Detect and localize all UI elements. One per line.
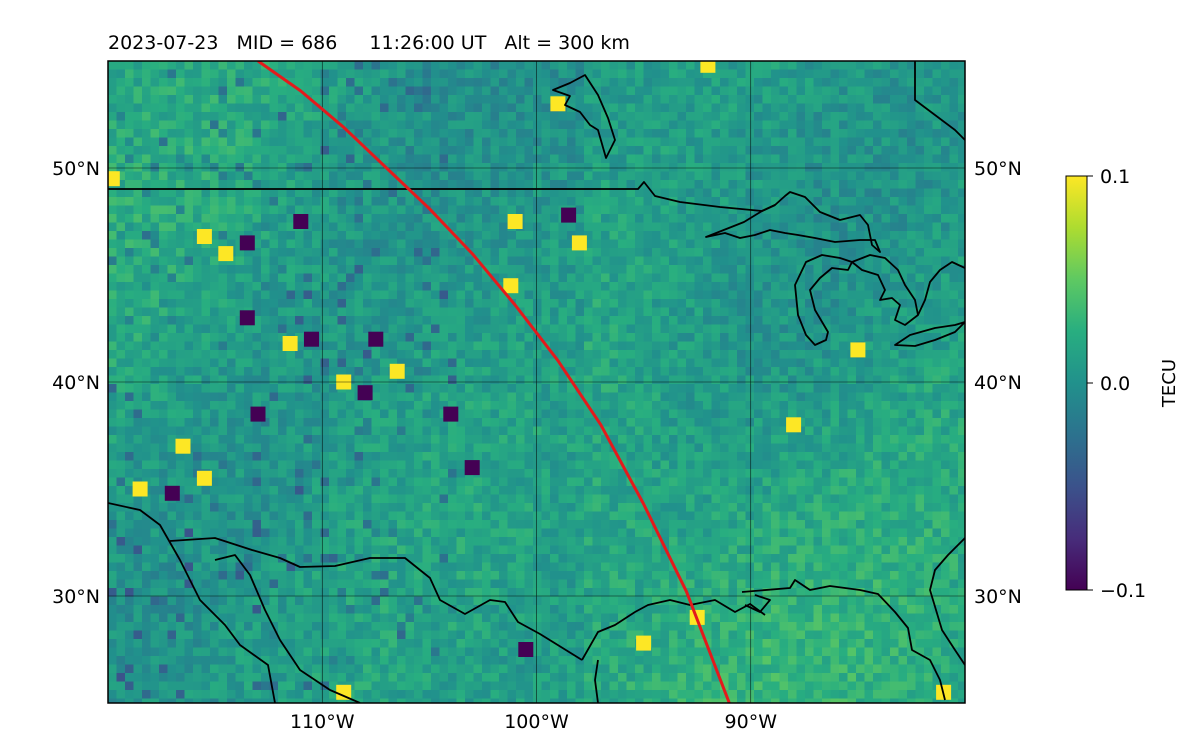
- baja-peninsula: [214, 554, 361, 703]
- latitude-labels-right: 50°N 40°N 30°N: [974, 158, 1022, 608]
- negative-anomaly: [443, 406, 459, 422]
- gulf-coast: [581, 599, 766, 661]
- positive-anomaly: [336, 684, 352, 700]
- latitude-tick-label: 30°N: [974, 586, 1022, 608]
- colorbar-tick-label: 0.1: [1100, 166, 1130, 188]
- tec-heatmap: [108, 61, 965, 703]
- positive-anomaly: [218, 246, 234, 262]
- colorbar-tick-label: −0.1: [1100, 580, 1146, 602]
- atlantic-coast: [929, 537, 965, 666]
- positive-anomaly: [850, 342, 866, 358]
- mississippi-delta: [744, 594, 771, 613]
- negative-anomaly: [368, 331, 384, 347]
- positive-anomaly: [282, 336, 298, 351]
- lake-huron: [851, 254, 919, 326]
- latitude-labels-left: 50°N 40°N 30°N: [52, 158, 100, 608]
- hudson-bay-coast: [552, 74, 616, 159]
- longitude-tick-label: 110°W: [290, 711, 355, 733]
- negative-anomaly: [357, 385, 373, 401]
- negative-anomaly: [239, 235, 255, 251]
- positive-anomaly: [503, 278, 519, 294]
- latitude-tick-label: 50°N: [974, 158, 1022, 180]
- latitude-tick-label: 50°N: [52, 158, 100, 180]
- colorbar: 0.1 0.0 −0.1 TECU: [1065, 166, 1180, 602]
- map-frame: [107, 60, 966, 704]
- negative-anomaly: [518, 642, 534, 657]
- mexico-east-coast: [594, 659, 599, 703]
- positive-anomaly: [132, 481, 148, 497]
- negative-anomaly: [164, 485, 180, 501]
- title-altitude: Alt = 300 km: [504, 32, 630, 54]
- lake-michigan: [794, 254, 853, 346]
- positive-anomaly: [571, 235, 587, 251]
- gulf-coast-east: [741, 579, 946, 701]
- positive-anomaly: [108, 171, 120, 187]
- title-date: 2023-07-23: [108, 32, 218, 54]
- positive-anomaly: [550, 96, 566, 112]
- colorbar-gradient: [1065, 175, 1088, 591]
- latitude-tick-label: 40°N: [974, 372, 1022, 394]
- negative-anomaly: [293, 214, 309, 229]
- pacific-coast: [108, 502, 276, 703]
- negative-anomaly: [239, 310, 255, 326]
- positive-anomaly: [196, 229, 212, 244]
- positive-anomaly: [175, 438, 191, 454]
- longitude-labels: 110°W 100°W 90°W: [290, 711, 777, 733]
- positive-anomaly: [700, 61, 716, 73]
- latitude-tick-label: 30°N: [52, 586, 100, 608]
- labrador-coast: [914, 61, 965, 141]
- title-time: 11:26:00 UT: [369, 32, 486, 54]
- negative-anomaly: [464, 460, 480, 476]
- positive-anomaly: [507, 214, 523, 229]
- satellite-track: [257, 61, 731, 703]
- longitude-tick-label: 90°W: [725, 711, 778, 733]
- positive-anomaly: [636, 635, 652, 651]
- graticule: [108, 61, 965, 703]
- colorbar-ticks: 0.1 0.0 −0.1: [1087, 166, 1146, 602]
- lake-superior: [705, 191, 881, 253]
- positive-anomaly: [389, 363, 405, 379]
- longitude-tick-label: 100°W: [504, 711, 569, 733]
- positive-anomaly: [786, 417, 802, 433]
- positive-anomaly: [196, 470, 212, 486]
- map-title: 2023-07-23 MID = 686 11:26:00 UT Alt = 3…: [108, 32, 630, 54]
- negative-anomaly: [250, 406, 266, 422]
- us-mexico-border: [169, 537, 583, 661]
- michigan-thumb: [917, 261, 965, 316]
- title-mid: MID = 686: [236, 32, 337, 54]
- colorbar-tick-label: 0.0: [1100, 373, 1130, 395]
- coastlines-and-borders: [108, 61, 965, 703]
- lake-erie: [894, 321, 965, 347]
- colorbar-label: TECU: [1159, 359, 1180, 408]
- us-canada-border: [108, 181, 776, 212]
- negative-anomaly: [304, 331, 319, 347]
- latitude-tick-label: 40°N: [52, 372, 100, 394]
- tec-anomalies: [108, 61, 952, 700]
- negative-anomaly: [561, 207, 577, 223]
- tec-field-map: [108, 61, 965, 703]
